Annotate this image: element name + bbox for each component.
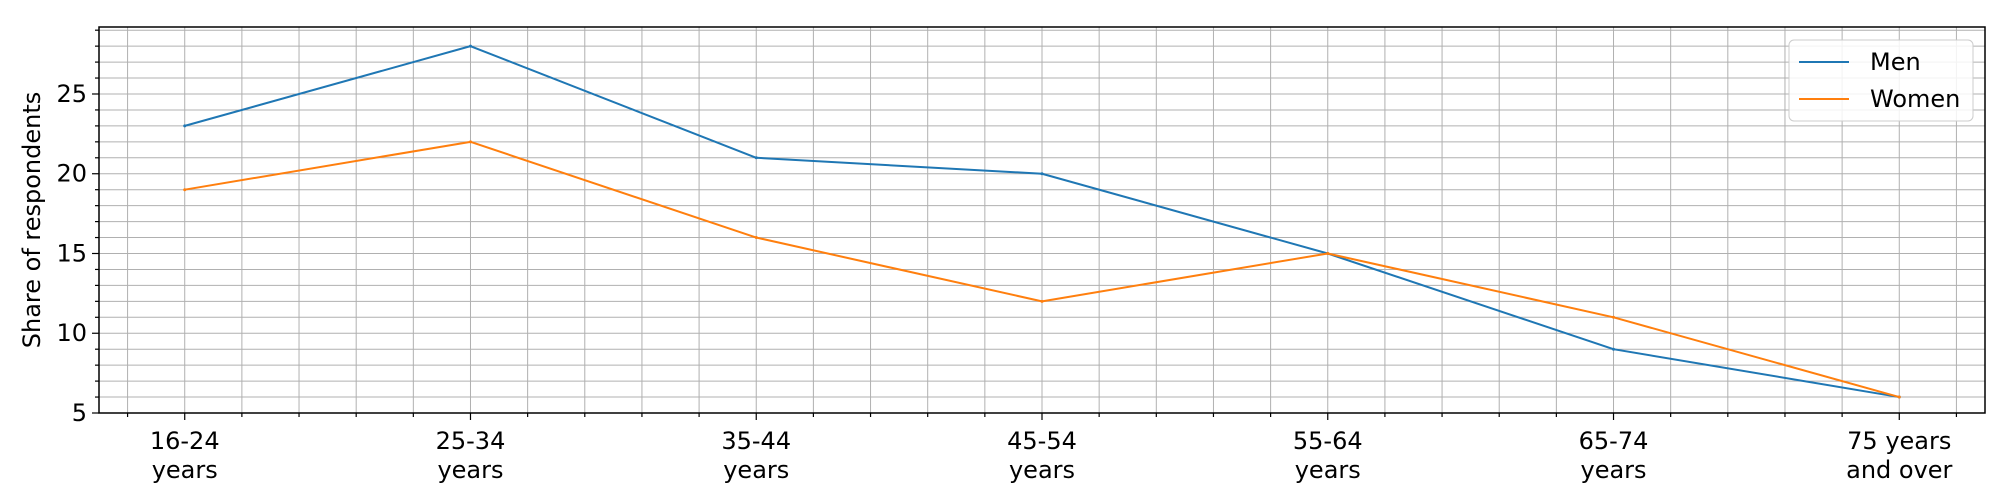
x-axis: 16-24 years 25-34 years 35-44 years 45-54 years… [126,413,1958,484]
data-point-women [468,140,472,144]
y-tick-label: 20 [56,160,87,188]
y-axis: 5 10 15 20 25 [56,29,99,427]
data-point-men [468,44,472,48]
data-point-women [1612,315,1616,319]
x-tick-label: 65-74 years [1579,427,1649,484]
legend-box [1788,39,1974,122]
x-tick-label: 55-64 years [1293,427,1363,484]
data-point-women [1897,395,1901,399]
y-tick-label: 15 [56,239,87,267]
y-tick-label: 25 [56,80,87,108]
data-point-men [1040,172,1044,176]
data-point-women [754,236,758,240]
legend-label-women: Women [1870,85,1960,113]
data-point-men [183,124,187,128]
series-lines [183,44,1901,399]
legend-label-men: Men [1870,48,1921,76]
x-tick-label: 16-24 years [150,427,220,484]
data-point-women [1040,299,1044,303]
legend: Men Women [1788,39,1974,122]
data-point-women [1326,251,1330,255]
data-point-men [1612,347,1616,351]
y-tick-label: 10 [56,319,87,347]
x-tick-label: 25-34 years [436,427,506,484]
x-tick-label: 35-44 years [721,427,791,484]
grid [99,27,1985,414]
data-point-women [183,188,187,192]
x-tick-label: 45-54 years [1007,427,1077,484]
y-tick-label: 5 [72,399,87,427]
x-tick-label: 75 years and over [1846,427,1952,484]
y-axis-title: Share of respondents [18,92,46,349]
data-point-men [754,156,758,160]
